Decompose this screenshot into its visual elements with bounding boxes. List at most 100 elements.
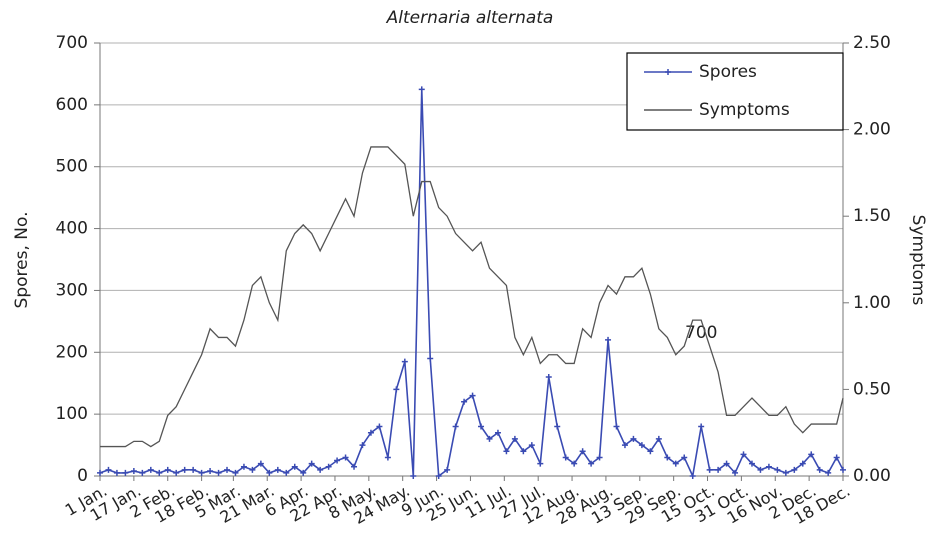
y-axis-label: Spores, No. (12, 212, 32, 309)
point-marker (833, 454, 840, 461)
y-tick-label: 700 (56, 33, 88, 53)
point-marker (291, 463, 298, 470)
y2-tick-label: 0.50 (853, 379, 891, 399)
y-tick-label: 100 (56, 404, 88, 424)
point-marker (740, 451, 747, 458)
point-marker (528, 442, 535, 449)
y2-axis-label: Symptoms (908, 215, 928, 306)
point-marker (647, 448, 654, 455)
point-marker (486, 435, 493, 442)
point-marker (393, 386, 400, 393)
y2-tick-label: 2.50 (853, 33, 891, 53)
point-marker (401, 358, 408, 365)
point-marker (664, 454, 671, 461)
point-marker (147, 466, 154, 473)
point-marker (342, 454, 349, 461)
y2-tick-label: 0.00 (853, 466, 891, 486)
point-marker (156, 469, 163, 476)
point-marker (537, 460, 544, 467)
point-marker (816, 466, 823, 473)
point-marker (520, 448, 527, 455)
y-tick-label: 0 (77, 466, 88, 486)
point-marker (571, 460, 578, 467)
point-marker (757, 466, 764, 473)
y-tick-label: 300 (56, 280, 88, 300)
point-marker (791, 466, 798, 473)
point-marker (435, 473, 442, 479)
point-marker (139, 469, 146, 476)
point-marker (130, 468, 137, 475)
point-marker (334, 457, 341, 464)
y2-tick-label: 2.00 (853, 120, 891, 140)
y-tick-label: 400 (56, 219, 88, 239)
point-marker (469, 392, 476, 399)
point-marker (579, 448, 586, 455)
point-marker (545, 374, 552, 381)
point-marker (325, 463, 332, 470)
point-marker (605, 336, 612, 343)
point-marker (825, 469, 832, 476)
point-marker (681, 454, 688, 461)
point-marker (698, 423, 705, 430)
legend-box (626, 52, 844, 131)
point-marker (122, 469, 129, 476)
point-marker (181, 466, 188, 473)
point-marker (715, 466, 722, 473)
point-marker (655, 435, 662, 442)
point-marker (840, 466, 846, 473)
annotation: 700 (685, 323, 717, 343)
legend-marker (665, 69, 671, 75)
point-marker (198, 469, 205, 476)
point-marker (478, 423, 485, 430)
point-marker (444, 466, 451, 473)
point-marker (765, 463, 772, 470)
point-marker (630, 435, 637, 442)
y2-tick-label: 1.00 (853, 293, 891, 313)
point-marker (494, 429, 501, 436)
point-marker (672, 460, 679, 467)
point-marker (613, 423, 620, 430)
y-tick-label: 200 (56, 342, 88, 362)
point-marker (190, 466, 197, 473)
point-marker (113, 469, 120, 476)
point-marker (207, 468, 214, 475)
point-marker (427, 355, 434, 362)
point-marker (359, 442, 366, 449)
y2-tick-label: 1.50 (853, 206, 891, 226)
series-line (99, 89, 844, 479)
point-marker (418, 86, 425, 93)
point-marker (732, 469, 739, 476)
point-marker (367, 429, 374, 436)
point-marker (308, 460, 315, 467)
point-marker (215, 469, 222, 476)
legend-label: Symptoms (699, 100, 790, 120)
series-line (100, 146, 844, 448)
point-marker (562, 454, 569, 461)
point-marker (257, 460, 264, 467)
point-marker (351, 463, 358, 470)
chart-title: Alternaria alternata (386, 8, 554, 28)
point-marker (621, 442, 628, 449)
point-marker (410, 473, 417, 479)
point-marker (249, 466, 256, 473)
point-marker (232, 469, 239, 476)
point-marker (596, 454, 603, 461)
point-marker (173, 469, 180, 476)
point-marker (105, 466, 112, 473)
legend-label: Spores (699, 62, 757, 82)
point-marker (317, 466, 324, 473)
point-marker (452, 423, 459, 430)
point-marker (706, 466, 713, 473)
point-marker (588, 460, 595, 467)
point-marker (376, 423, 383, 430)
point-marker (638, 442, 645, 449)
point-marker (300, 469, 307, 476)
point-marker (554, 423, 561, 430)
point-marker (782, 469, 789, 476)
point-marker (689, 473, 696, 479)
point-marker (240, 463, 247, 470)
y-tick-label: 500 (56, 157, 88, 177)
point-marker (461, 398, 468, 405)
point-marker (723, 460, 730, 467)
